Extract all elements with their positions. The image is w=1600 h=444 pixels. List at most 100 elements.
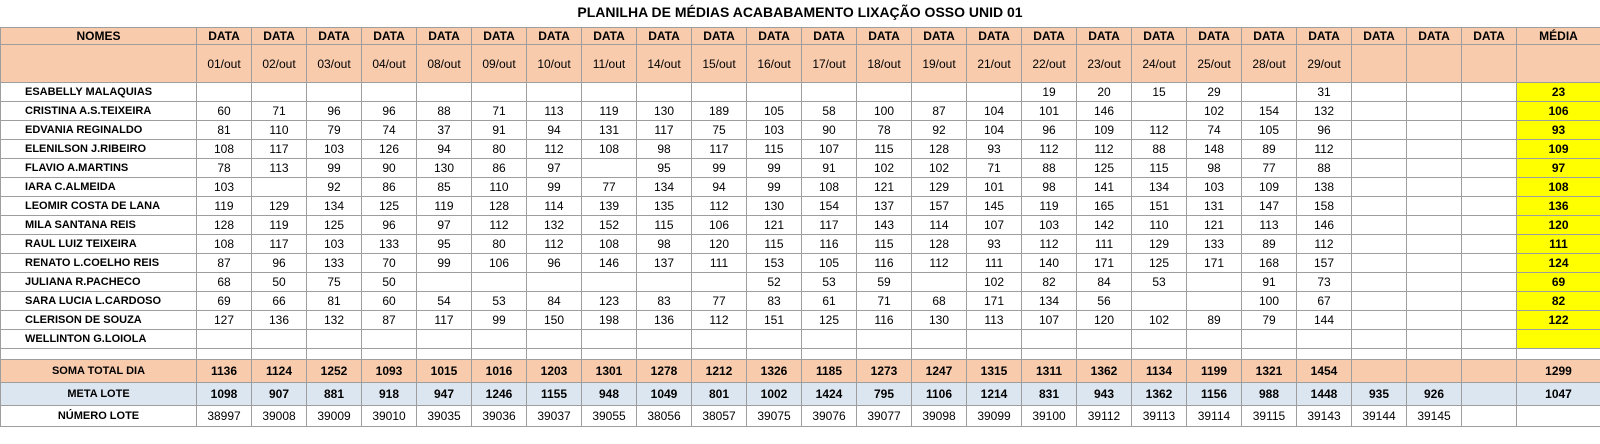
date-cell[interactable]: 15/out xyxy=(691,44,747,83)
value-cell[interactable] xyxy=(1406,177,1462,197)
employee-name[interactable]: LEOMIR COSTA DE LANA xyxy=(0,196,197,216)
value-cell[interactable]: 108 xyxy=(801,177,857,197)
value-cell[interactable]: 130 xyxy=(746,196,802,216)
value-cell[interactable]: 127 xyxy=(196,310,252,330)
soma-cell[interactable]: 1362 xyxy=(1076,359,1132,383)
value-cell[interactable] xyxy=(471,82,527,102)
value-cell[interactable]: 105 xyxy=(801,253,857,273)
value-cell[interactable]: 50 xyxy=(361,272,417,292)
lote-cell[interactable]: 39077 xyxy=(856,405,912,427)
lote-cell[interactable]: 39010 xyxy=(361,405,417,427)
value-cell[interactable]: 151 xyxy=(1131,196,1187,216)
lote-cell[interactable]: 39115 xyxy=(1241,405,1297,427)
date-cell[interactable]: 19/out xyxy=(911,44,967,83)
value-cell[interactable]: 112 xyxy=(691,196,747,216)
value-cell[interactable] xyxy=(691,82,747,102)
date-cell[interactable]: 09/out xyxy=(471,44,527,83)
meta-cell[interactable]: 907 xyxy=(251,382,307,406)
meta-cell[interactable]: 1448 xyxy=(1296,382,1352,406)
value-cell[interactable] xyxy=(251,82,307,102)
lote-cell[interactable]: 39099 xyxy=(966,405,1022,427)
value-cell[interactable]: 129 xyxy=(251,196,307,216)
meta-cell[interactable]: 1106 xyxy=(911,382,967,406)
value-cell[interactable]: 110 xyxy=(251,120,307,140)
value-cell[interactable]: 88 xyxy=(416,101,472,121)
value-cell[interactable]: 128 xyxy=(911,139,967,159)
value-cell[interactable]: 112 xyxy=(471,215,527,235)
meta-cell[interactable]: 801 xyxy=(691,382,747,406)
value-cell[interactable]: 134 xyxy=(306,196,362,216)
value-cell[interactable]: 102 xyxy=(1131,310,1187,330)
value-cell[interactable]: 77 xyxy=(1241,158,1297,178)
value-cell[interactable]: 99 xyxy=(416,253,472,273)
value-cell[interactable] xyxy=(691,329,747,349)
meta-cell[interactable]: 881 xyxy=(306,382,362,406)
value-cell[interactable]: 59 xyxy=(856,272,912,292)
value-cell[interactable]: 112 xyxy=(1296,139,1352,159)
spacer-cell[interactable] xyxy=(1351,348,1407,360)
value-cell[interactable]: 71 xyxy=(966,158,1022,178)
value-cell[interactable] xyxy=(911,272,967,292)
value-cell[interactable] xyxy=(636,272,692,292)
value-cell[interactable]: 126 xyxy=(361,139,417,159)
spacer-cell[interactable] xyxy=(196,348,252,360)
value-cell[interactable]: 100 xyxy=(856,101,912,121)
value-cell[interactable]: 87 xyxy=(911,101,967,121)
average-cell[interactable]: 93 xyxy=(1516,120,1600,140)
value-cell[interactable]: 115 xyxy=(636,215,692,235)
meta-cell[interactable]: 1156 xyxy=(1186,382,1242,406)
value-cell[interactable]: 133 xyxy=(1186,234,1242,254)
meta-cell[interactable]: 926 xyxy=(1406,382,1462,406)
soma-cell[interactable]: 1321 xyxy=(1241,359,1297,383)
value-cell[interactable] xyxy=(1406,139,1462,159)
value-cell[interactable] xyxy=(1406,82,1462,102)
value-cell[interactable]: 104 xyxy=(966,120,1022,140)
value-cell[interactable]: 157 xyxy=(1296,253,1352,273)
meta-cell[interactable]: 1155 xyxy=(526,382,582,406)
value-cell[interactable]: 117 xyxy=(636,120,692,140)
value-cell[interactable]: 96 xyxy=(251,253,307,273)
header-data[interactable]: DATA xyxy=(416,27,472,45)
lote-cell[interactable]: 38057 xyxy=(691,405,747,427)
value-cell[interactable] xyxy=(1461,101,1517,121)
lote-avg[interactable] xyxy=(1516,405,1600,427)
value-cell[interactable]: 103 xyxy=(196,177,252,197)
spacer-cell[interactable] xyxy=(856,348,912,360)
value-cell[interactable]: 20 xyxy=(1076,82,1132,102)
value-cell[interactable]: 125 xyxy=(1076,158,1132,178)
spacer-cell[interactable] xyxy=(1186,348,1242,360)
spacer-cell[interactable] xyxy=(1241,348,1297,360)
value-cell[interactable]: 53 xyxy=(1131,272,1187,292)
value-cell[interactable] xyxy=(746,329,802,349)
date-cell[interactable]: 11/out xyxy=(581,44,637,83)
value-cell[interactable]: 115 xyxy=(856,234,912,254)
header-data[interactable]: DATA xyxy=(856,27,912,45)
value-cell[interactable]: 146 xyxy=(581,253,637,273)
value-cell[interactable]: 87 xyxy=(196,253,252,273)
value-cell[interactable]: 171 xyxy=(1076,253,1132,273)
header-data[interactable]: DATA xyxy=(361,27,417,45)
value-cell[interactable]: 99 xyxy=(746,158,802,178)
employee-name[interactable]: CRISTINA A.S.TEIXEIRA xyxy=(0,101,197,121)
spacer-cell[interactable] xyxy=(306,348,362,360)
value-cell[interactable] xyxy=(1351,291,1407,311)
meta-cell[interactable]: 1424 xyxy=(801,382,857,406)
value-cell[interactable]: 153 xyxy=(746,253,802,273)
spacer-cell[interactable] xyxy=(0,348,197,360)
lote-cell[interactable]: 39076 xyxy=(801,405,857,427)
value-cell[interactable]: 109 xyxy=(1076,120,1132,140)
value-cell[interactable]: 130 xyxy=(911,310,967,330)
value-cell[interactable] xyxy=(416,329,472,349)
header-data[interactable]: DATA xyxy=(471,27,527,45)
value-cell[interactable]: 102 xyxy=(911,158,967,178)
value-cell[interactable]: 56 xyxy=(1076,291,1132,311)
value-cell[interactable]: 106 xyxy=(691,215,747,235)
header-data[interactable]: DATA xyxy=(251,27,307,45)
value-cell[interactable] xyxy=(1406,329,1462,349)
value-cell[interactable]: 85 xyxy=(416,177,472,197)
value-cell[interactable]: 93 xyxy=(966,139,1022,159)
lote-label[interactable]: NÚMERO LOTE xyxy=(0,405,197,427)
value-cell[interactable]: 103 xyxy=(746,120,802,140)
value-cell[interactable]: 110 xyxy=(471,177,527,197)
soma-cell[interactable]: 1093 xyxy=(361,359,417,383)
